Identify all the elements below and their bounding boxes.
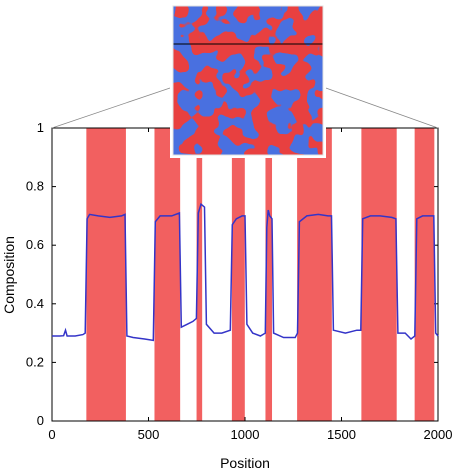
shaded-region-7 <box>361 128 397 421</box>
zoom-line-left <box>51 86 174 129</box>
y-tick-label: 0.4 <box>26 296 44 311</box>
y-axis-label: Composition <box>1 236 17 314</box>
composition-regions <box>86 128 435 421</box>
y-tick-label: 0 <box>37 413 44 428</box>
shaded-region-8 <box>414 128 435 421</box>
y-tick-label: 0.2 <box>26 354 44 369</box>
shaded-region-6 <box>297 128 332 421</box>
shaded-region-4 <box>231 128 245 421</box>
y-tick-label: 0.8 <box>26 179 44 194</box>
zoom-line-right <box>322 86 439 129</box>
x-tick-label: 1000 <box>231 427 260 442</box>
composition-line <box>52 202 439 342</box>
shaded-region-5 <box>265 128 273 421</box>
x-tick-labels: 0 500 1000 1500 2000 <box>48 427 452 442</box>
axis-ticks <box>51 127 439 422</box>
x-tick-label: 1500 <box>327 427 356 442</box>
x-tick-label: 0 <box>48 427 55 442</box>
shaded-region-2 <box>154 128 181 421</box>
x-axis-label: Position <box>220 455 270 471</box>
shaded-region-1 <box>86 128 126 421</box>
x-tick-label: 500 <box>138 427 160 442</box>
microstructure-inset <box>170 3 326 158</box>
x-tick-label: 2000 <box>424 427 453 442</box>
shaded-region-3 <box>196 128 203 421</box>
y-tick-label: 0.6 <box>26 237 44 252</box>
y-tick-labels: 0 0.2 0.4 0.6 0.8 1 <box>26 120 44 428</box>
y-tick-label: 1 <box>37 120 44 135</box>
